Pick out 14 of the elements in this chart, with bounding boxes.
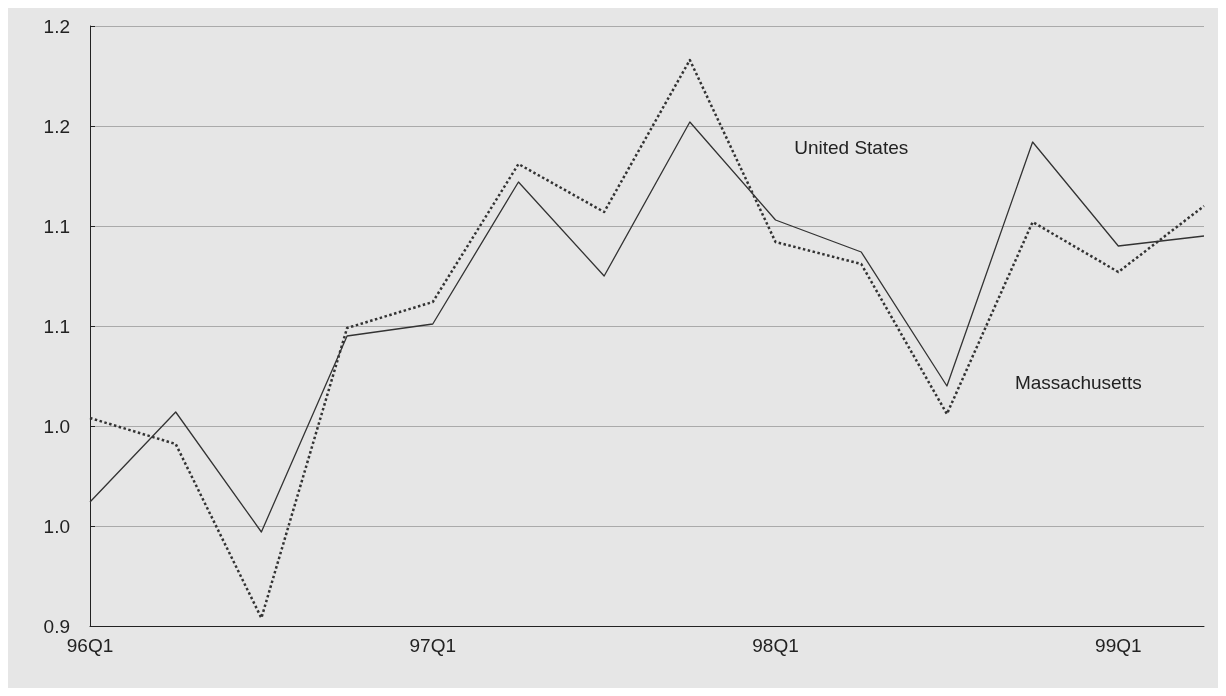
line-series: [88, 58, 1206, 620]
text: United States: [794, 137, 909, 158]
text: Massachusetts: [1014, 372, 1142, 393]
y-tick-label: 1.0: [43, 415, 70, 437]
x-tick-label: 99Q1: [1095, 635, 1142, 656]
y-tick-label: 1.0: [43, 515, 70, 537]
x-tick-label: 97Q1: [409, 635, 457, 656]
x-tick-label: 96Q1: [66, 635, 114, 656]
y-tick-label: 1.1: [43, 315, 70, 337]
y-tick-label: 0.9: [43, 615, 70, 637]
y-tick-label: 1.1: [43, 215, 70, 237]
x-tick-label: 98Q1: [752, 635, 799, 656]
y-tick-label: 1.2: [43, 115, 70, 137]
y-tick-label: 1.2: [43, 15, 70, 37]
